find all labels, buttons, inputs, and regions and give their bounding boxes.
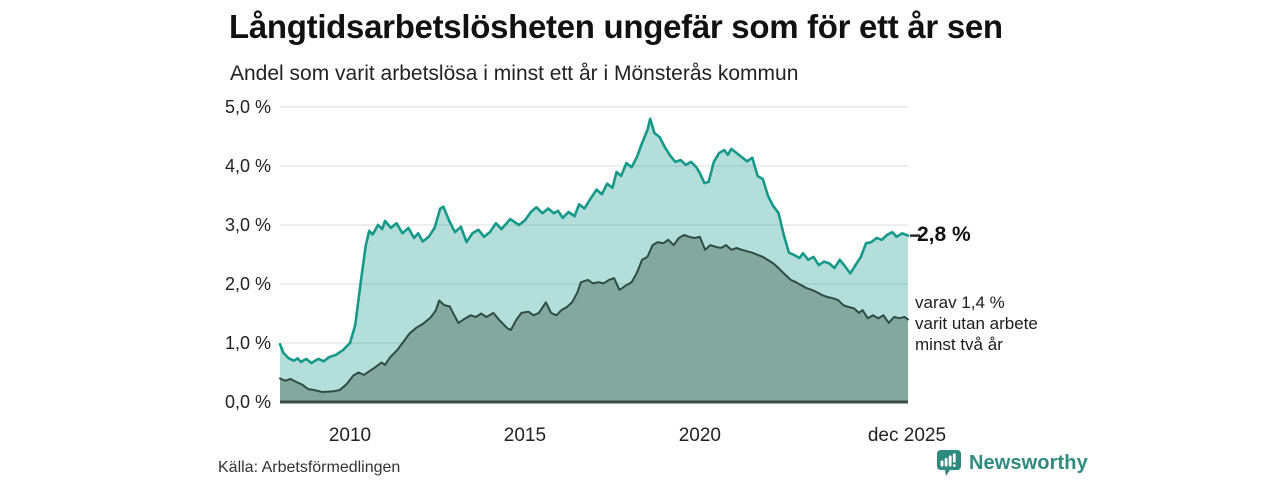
minst-ett-ar-line — [278, 117, 910, 365]
y-tick-label: 0,0 % — [225, 392, 271, 412]
y-tick-label: 3,0 % — [225, 215, 271, 235]
annotation-line: varav 1,4 % — [915, 293, 1005, 312]
brand-logo: Newsworthy — [936, 449, 1088, 477]
y-tick-label: 5,0 % — [225, 97, 271, 117]
minst-tva-ar-area — [280, 235, 908, 402]
y-tick-label: 4,0 % — [225, 156, 271, 176]
source-note: Källa: Arbetsförmedlingen — [218, 459, 401, 476]
page-subtitle: Andel som varit arbetslösa i minst ett å… — [230, 62, 799, 85]
minst-tva-ar-line — [279, 234, 909, 393]
annotation-line: minst två år — [915, 335, 1003, 354]
brand-name: Newsworthy — [969, 451, 1088, 474]
secondary-annotation: varav 1,4 % varit utan arbete minst två … — [915, 292, 1038, 355]
newsworthy-chart-bubble-icon — [937, 450, 961, 476]
page-title: Långtidsarbetslösheten ungefär som för e… — [229, 8, 1003, 45]
annotation-line: varit utan arbete — [915, 314, 1038, 333]
y-tick-label: 1,0 % — [225, 333, 271, 353]
x-tick-label: 2015 — [504, 425, 546, 446]
y-tick-label: 2,0 % — [225, 274, 271, 294]
x-tick-label: dec 2025 — [868, 425, 946, 446]
x-tick-label: 2010 — [329, 425, 371, 446]
end-value-label: 2,8 % — [917, 223, 971, 246]
x-tick-label: 2020 — [679, 425, 721, 446]
